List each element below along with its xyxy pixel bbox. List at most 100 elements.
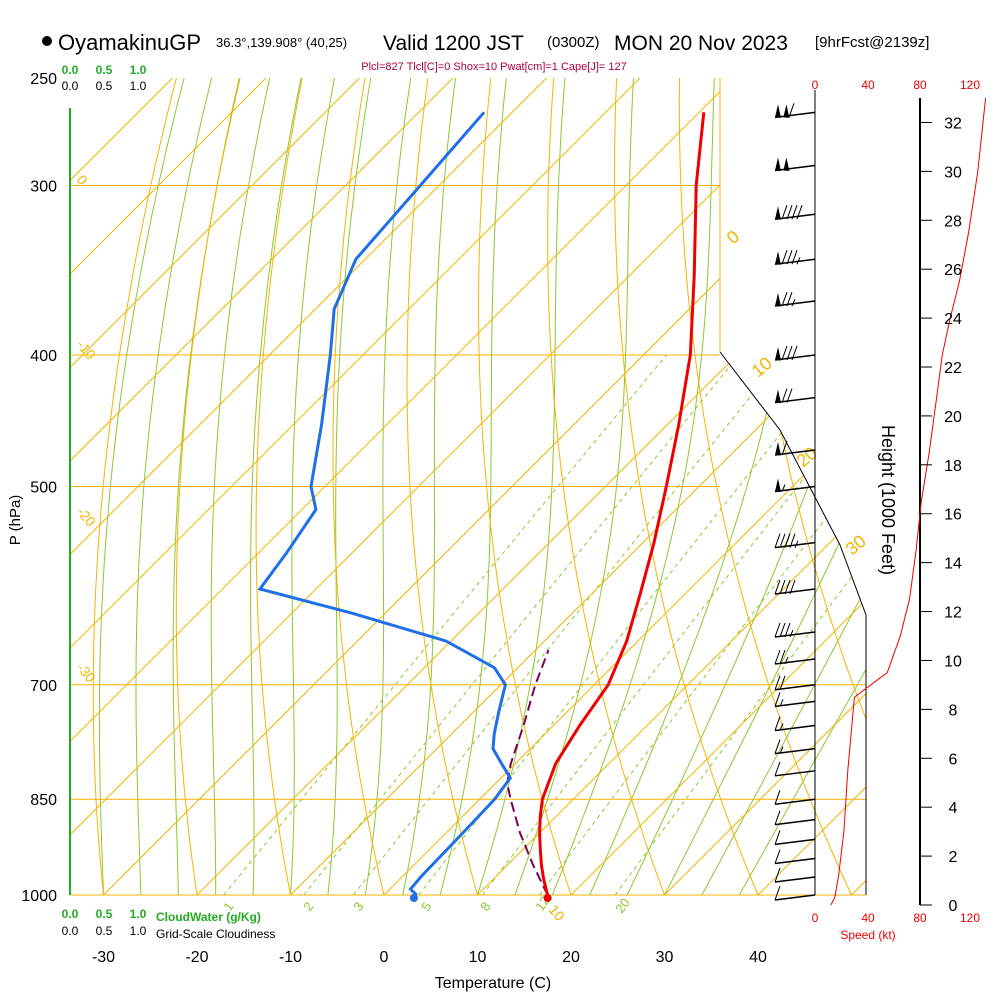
isotherm-line <box>664 78 866 895</box>
x-tick-label: -20 <box>185 949 208 966</box>
surface-temperature-marker <box>543 894 552 902</box>
isotherm-line <box>70 78 360 895</box>
y-axis-title: P (hPa) <box>7 495 24 546</box>
cloudiness-tick: 0.0 <box>62 924 79 938</box>
moist-adiabat-label: -10 <box>74 337 99 363</box>
p-tick-label: 300 <box>30 178 57 195</box>
dry-adiabat-line <box>478 78 572 895</box>
speed-tick-label: 80 <box>913 78 927 92</box>
x-tick-label: -10 <box>279 949 302 966</box>
surface-dewpoint-marker <box>409 894 418 902</box>
wind-barb <box>774 250 816 265</box>
moist-adiabat-line <box>439 78 507 895</box>
dry-adiabat-label: 10 <box>748 353 776 381</box>
wind-barb <box>774 739 816 755</box>
wind-barb <box>774 790 816 805</box>
height-tick-label: 32 <box>944 115 962 132</box>
speed-axis-title: Speed (kt) <box>840 928 895 942</box>
dry-adiabat-line <box>175 78 240 895</box>
cloudiness-tick: 0.5 <box>96 79 113 93</box>
x-tick-label: -30 <box>92 949 115 966</box>
speed-tick-label: 120 <box>960 911 980 925</box>
height-axis-title: Height (1000 Feet) <box>878 425 898 575</box>
speed-tick-label: 40 <box>861 78 875 92</box>
wind-barb <box>774 440 816 456</box>
wind-barb <box>774 810 816 826</box>
wind-barb <box>774 579 816 595</box>
p-tick-label: 850 <box>30 792 57 809</box>
valid-utc: (0300Z) <box>547 34 600 51</box>
moist-adiabat-line <box>135 78 213 895</box>
moist-adiabat-line <box>664 78 866 895</box>
height-tick-label: 26 <box>944 262 962 279</box>
dry-adiabat-line <box>994 78 1000 895</box>
wind-barb <box>774 867 816 883</box>
cloud-water-tick: 1.0 <box>130 63 147 77</box>
dewpoint-trace <box>257 111 513 897</box>
moist-adiabat-line <box>250 78 302 895</box>
height-tick-label: 18 <box>944 458 962 475</box>
cloudiness-tick: 1.0 <box>130 79 147 93</box>
x-tick-label: 30 <box>656 949 674 966</box>
parcel-trace <box>506 649 550 896</box>
wind-barb <box>774 716 816 732</box>
cloudiness-tick: 0.0 <box>62 79 79 93</box>
height-tick-label: 0 <box>949 898 958 915</box>
isobars <box>70 184 866 896</box>
moist-adiabat-label: -30 <box>74 660 99 686</box>
wind-barb <box>774 478 816 493</box>
wind-barb <box>774 830 816 846</box>
height-tick-label: 12 <box>944 605 962 622</box>
hodo-boundary <box>719 351 867 895</box>
cloudiness-label: Grid-Scale Cloudiness <box>156 927 275 941</box>
mixing-ratio-line <box>223 354 667 895</box>
cloud-water-tick: 0.0 <box>62 63 79 77</box>
dry-adiabat-line <box>804 78 866 895</box>
isotherm-line <box>383 78 866 895</box>
dry-adiabat-line <box>741 78 866 895</box>
dry-adiabat-line <box>332 78 385 895</box>
cloud-water-tick: 0.5 <box>96 63 113 77</box>
dry-adiabat-line <box>406 78 478 895</box>
speed-tick-label: 0 <box>812 78 819 92</box>
cloudiness-tick: 1.0 <box>130 924 147 938</box>
mixing-ratio-label: 2 <box>300 899 316 914</box>
cloud-water-tick: 1.0 <box>130 907 147 921</box>
p-tick-label: 500 <box>30 480 57 497</box>
speed-tick-label: 40 <box>861 911 875 925</box>
dry-adiabat-line <box>678 78 852 895</box>
isotherm-line <box>70 78 267 895</box>
isotherm-line <box>570 78 866 895</box>
moist-adiabat-line <box>701 78 866 895</box>
isotherm-line <box>477 78 866 895</box>
speed-tick-label: 120 <box>960 78 980 92</box>
station-name: OyamakinuGP <box>58 30 201 55</box>
height-tick-label: 24 <box>944 311 962 328</box>
temperature-trace <box>538 112 706 896</box>
dry-adiabat-line <box>931 78 1000 895</box>
dry-adiabat-line <box>255 78 303 895</box>
cloud-water-label: CloudWater (g/Kg) <box>156 910 261 924</box>
cloudiness-tick: 0.5 <box>96 924 113 938</box>
wind-barbs <box>774 103 816 901</box>
height-tick-label: 2 <box>949 849 958 866</box>
cloud-water-tick: 0.0 <box>62 907 79 921</box>
dry-adiabat-label: 20 <box>793 443 821 471</box>
moist-adiabat-line <box>402 78 456 895</box>
wind-barb <box>774 675 816 691</box>
station-dot-icon <box>42 36 52 46</box>
x-tick-label: 0 <box>380 949 389 966</box>
wind-barb <box>774 388 816 404</box>
isotherm-line <box>70 78 454 895</box>
wind-barb <box>774 103 816 119</box>
p-tick-label: 700 <box>30 678 57 695</box>
mixing-ratio-label: 20 <box>612 895 633 915</box>
moist-adiabat-label: -20 <box>74 504 99 530</box>
mixing-ratio-line <box>352 354 785 895</box>
moist-adiabat-line <box>290 78 335 895</box>
mixing-ratio-line <box>614 354 866 895</box>
moist-adiabat-line <box>477 78 566 895</box>
dry-adiabat-label: 30 <box>842 531 870 559</box>
